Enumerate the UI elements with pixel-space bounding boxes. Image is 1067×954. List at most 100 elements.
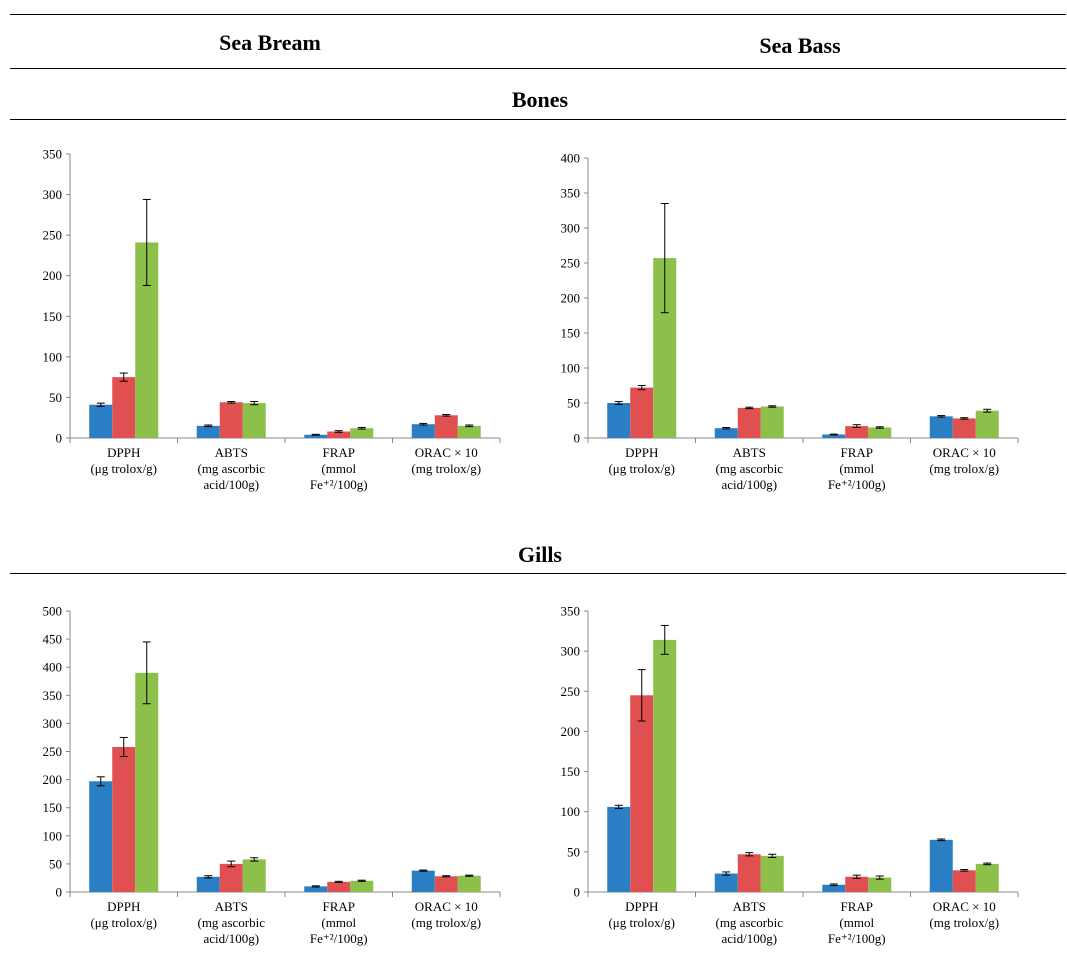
bar-series-1 xyxy=(411,424,435,438)
category-label: Fe⁺²/100g) xyxy=(828,931,886,946)
bar-series-2 xyxy=(219,402,243,438)
bar-series-3 xyxy=(868,877,892,892)
y-tick-label: 300 xyxy=(43,187,63,202)
bar-series-1 xyxy=(822,884,846,892)
y-tick-label: 50 xyxy=(567,396,580,411)
bar-series-1 xyxy=(714,428,738,438)
y-tick-label: 350 xyxy=(561,186,581,201)
bar-series-3 xyxy=(760,855,784,892)
category-label: DPPH xyxy=(107,899,140,914)
y-tick-label: 50 xyxy=(49,390,62,405)
sea-bass-header: Sea Bass xyxy=(759,33,841,58)
bar-series-1 xyxy=(304,434,328,438)
bar-series-3 xyxy=(350,428,374,438)
sea-bream-header: Sea Bream xyxy=(219,30,321,55)
bar-series-3 xyxy=(653,639,677,892)
bar-series-3 xyxy=(135,672,159,892)
category-label: (μg trolox/g) xyxy=(90,461,157,476)
category-label: (mmol xyxy=(321,915,356,930)
category-label: (mg trolox/g) xyxy=(411,461,481,476)
y-tick-label: 100 xyxy=(561,361,581,376)
category-label: ORAC × 10 xyxy=(933,899,996,914)
bar-series-2 xyxy=(845,876,869,892)
category-label: (mg trolox/g) xyxy=(929,461,999,476)
header-rule xyxy=(10,68,1066,69)
bar-series-1 xyxy=(714,873,738,892)
y-tick-label: 250 xyxy=(561,684,581,699)
bar-series-2 xyxy=(845,426,869,438)
y-tick-label: 100 xyxy=(43,828,63,843)
bar-series-2 xyxy=(434,876,458,892)
category-label: (μg trolox/g) xyxy=(608,915,675,930)
y-tick-label: 0 xyxy=(574,431,581,446)
category-label: ABTS xyxy=(215,445,248,460)
y-tick-label: 0 xyxy=(574,885,581,900)
bar-series-3 xyxy=(975,410,999,438)
y-tick-label: 200 xyxy=(561,291,581,306)
y-tick-label: 150 xyxy=(561,764,581,779)
y-tick-label: 50 xyxy=(567,844,580,859)
top-rule xyxy=(10,14,1066,15)
y-tick-label: 150 xyxy=(43,800,63,815)
bar-series-1 xyxy=(607,403,631,438)
category-label: (μg trolox/g) xyxy=(608,461,675,476)
category-label: ORAC × 10 xyxy=(415,445,478,460)
category-label: (mg trolox/g) xyxy=(929,915,999,930)
gills-rule xyxy=(10,573,1066,574)
category-label: FRAP xyxy=(840,899,873,914)
bar-series-2 xyxy=(737,854,761,892)
bar-series-3 xyxy=(457,425,481,438)
bar-series-2 xyxy=(630,387,654,438)
category-label: ORAC × 10 xyxy=(415,899,478,914)
bar-series-2 xyxy=(327,431,351,438)
bar-series-1 xyxy=(411,870,435,892)
category-label: (mg ascorbic xyxy=(715,461,783,476)
y-tick-label: 200 xyxy=(43,268,63,283)
category-label: (mg ascorbic xyxy=(197,461,265,476)
category-label: DPPH xyxy=(625,899,658,914)
y-tick-label: 200 xyxy=(43,772,63,787)
category-label: (mg trolox/g) xyxy=(411,915,481,930)
bones-header: Bones xyxy=(511,87,569,112)
category-label: Fe⁺²/100g) xyxy=(310,477,368,492)
y-tick-label: 150 xyxy=(561,326,581,341)
bar-series-2 xyxy=(112,747,136,892)
y-tick-label: 300 xyxy=(561,221,581,236)
bar-series-3 xyxy=(135,242,159,438)
bar-series-2 xyxy=(434,415,458,438)
y-tick-label: 0 xyxy=(56,431,63,446)
bar-series-2 xyxy=(219,863,243,892)
category-label: ABTS xyxy=(733,445,766,460)
category-label: ABTS xyxy=(215,899,248,914)
category-label: (mg ascorbic xyxy=(197,915,265,930)
category-label: acid/100g) xyxy=(203,477,259,492)
category-label: DPPH xyxy=(625,445,658,460)
bar-series-1 xyxy=(196,425,220,438)
bar-series-1 xyxy=(89,781,113,892)
y-tick-label: 300 xyxy=(43,716,63,731)
y-tick-label: 200 xyxy=(561,724,581,739)
category-label: ORAC × 10 xyxy=(933,445,996,460)
y-tick-label: 350 xyxy=(43,688,63,703)
bar-series-3 xyxy=(457,875,481,892)
y-tick-label: 450 xyxy=(43,632,63,647)
bar-series-2 xyxy=(952,418,976,438)
bar-series-3 xyxy=(350,880,374,892)
bar-series-1 xyxy=(929,839,953,892)
bar-series-1 xyxy=(607,806,631,892)
bar-series-1 xyxy=(929,416,953,438)
y-tick-label: 100 xyxy=(43,349,63,364)
category-label: (mmol xyxy=(321,461,356,476)
category-label: ABTS xyxy=(733,899,766,914)
bar-series-3 xyxy=(975,863,999,892)
gills-header: Gills xyxy=(517,542,562,567)
bar-series-3 xyxy=(653,258,677,438)
bar-series-2 xyxy=(737,407,761,438)
y-tick-label: 50 xyxy=(49,856,62,871)
category-label: (mg ascorbic xyxy=(715,915,783,930)
bar-series-1 xyxy=(196,876,220,892)
y-tick-label: 150 xyxy=(43,309,63,324)
category-label: acid/100g) xyxy=(721,931,777,946)
